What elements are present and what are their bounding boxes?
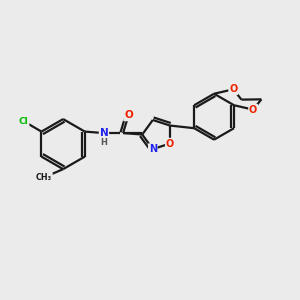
Text: O: O — [166, 139, 174, 148]
Text: CH₃: CH₃ — [36, 173, 52, 182]
Text: O: O — [124, 110, 133, 120]
Text: O: O — [249, 105, 257, 115]
Text: H: H — [100, 138, 107, 147]
Text: N: N — [149, 144, 157, 154]
Text: O: O — [229, 84, 237, 94]
Text: Cl: Cl — [19, 117, 29, 126]
Text: N: N — [100, 128, 108, 138]
